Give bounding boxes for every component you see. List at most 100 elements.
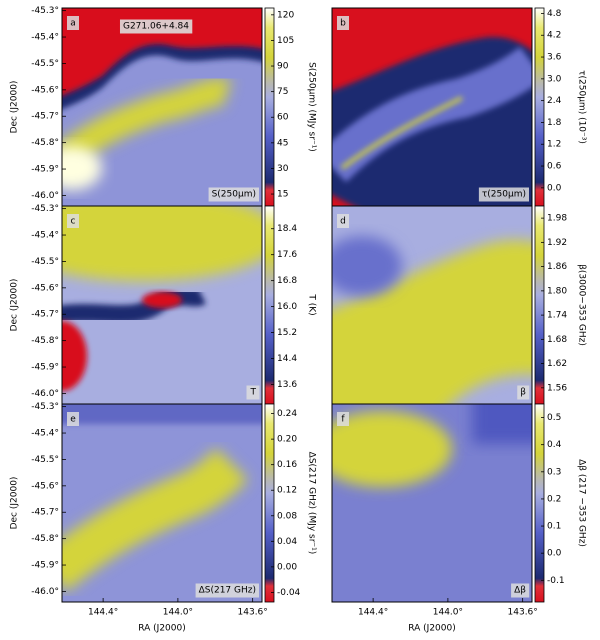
y-tick-label: -45.3°: [31, 6, 59, 16]
y-tick-label: -45.8°: [31, 534, 59, 544]
panel-label: β: [520, 388, 526, 398]
map-inner: [332, 404, 532, 602]
colorbar-tick-label: 3.6: [547, 53, 562, 63]
colorbar-tick-label: 0.5: [547, 413, 561, 423]
colorbar-tick-label: 90: [277, 62, 289, 72]
y-tick-label: -45.6°: [31, 85, 59, 95]
colorbar-tick-label: 1.56: [547, 383, 567, 393]
colorbar-tick-label: 0.08: [277, 511, 297, 521]
x-axis-label: RA (J2000): [408, 624, 456, 634]
colorbar-label: ΔS(217 GHz) (MJy sr⁻¹): [307, 452, 317, 555]
map-region: [332, 411, 452, 487]
y-tick-label: -45.6°: [31, 481, 59, 491]
colorbar-tick-label: 1.74: [547, 311, 567, 321]
panel-letter-box: [337, 214, 349, 228]
y-tick-label: -45.4°: [31, 33, 59, 43]
colorbar-tick-label: 120: [277, 10, 294, 20]
y-tick-label: -45.6°: [31, 283, 59, 293]
panel-label: T: [250, 388, 257, 398]
annotation-box: [119, 19, 193, 34]
x-tick-label: 143.6°: [508, 608, 538, 618]
panel-label-box: [246, 385, 260, 400]
x-axis-label: RA (J2000): [138, 624, 186, 634]
colorbar-tick-label: 45: [277, 138, 288, 148]
colorbar-tick-label: 0.4: [547, 440, 562, 450]
colorbar-tick-label: 75: [277, 87, 288, 97]
panel-letter-box: [337, 16, 349, 30]
colorbar-tick-label: 1.92: [547, 238, 567, 248]
colorbar-label: τ(250μm) (10⁻³): [577, 70, 587, 144]
colorbar-tick-label: 0.0: [547, 183, 562, 193]
y-tick-label: -45.3°: [31, 402, 59, 412]
map-region: [62, 78, 232, 170]
map: [62, 404, 262, 602]
y-tick-label: -45.8°: [31, 138, 59, 148]
panel-letter-box: [67, 16, 79, 30]
colorbar-tick-label: 0.12: [277, 486, 297, 496]
colorbar-tick-label: 2.4: [547, 96, 562, 106]
x-tick-label: 144.0°: [163, 608, 193, 618]
colorbar-tick-label: 1.62: [547, 359, 567, 369]
y-tick-label: -45.3°: [31, 204, 59, 214]
colorbar-label: β(3000−353 GHz): [577, 264, 587, 346]
y-axis-label: Dec (J2000): [10, 279, 20, 332]
colorbar-tick-label: 17.6: [277, 250, 297, 260]
colorbar-tick-label: 15.2: [277, 328, 297, 338]
colorbar: [534, 205, 545, 405]
y-tick-label: -45.9°: [31, 165, 59, 175]
map-inner: [62, 404, 262, 602]
colorbar-tick-label: 0.20: [277, 435, 297, 445]
y-tick-label: -45.5°: [31, 257, 59, 267]
panel-letter: c: [71, 217, 76, 227]
map: [332, 8, 532, 206]
x-tick-label: 144.4°: [88, 608, 118, 618]
map-region: [62, 206, 262, 281]
map-region: [472, 404, 532, 444]
annotation: G271.06+4.84: [123, 22, 189, 32]
colorbar-tick-label: -0.1: [547, 576, 565, 586]
colorbar-tick-label: 13.6: [277, 380, 297, 390]
colorbar-tick-label: 15: [277, 190, 288, 200]
panel-frame: [61, 403, 263, 603]
map-region: [62, 146, 102, 190]
colorbar-tick-label: 1.8: [547, 118, 562, 128]
map-inner: [62, 206, 262, 404]
panel-label: ΔS(217 GHz): [199, 586, 256, 596]
y-tick-label: -46.0°: [31, 191, 59, 201]
colorbar-tick-label: -0.04: [277, 588, 301, 598]
colorbar-tick-label: 0.0: [547, 549, 562, 559]
map-region: [332, 46, 532, 183]
colorbar-tick-label: 0.00: [277, 562, 297, 572]
panel-letter: f: [341, 415, 345, 425]
y-tick-label: -45.7°: [31, 112, 59, 122]
map-inner: [332, 206, 532, 404]
colorbar-tick-label: 18.4: [277, 224, 297, 234]
colorbar-label: Δβ (217 −353 GHz): [577, 459, 587, 547]
colorbar-tick-label: 3.0: [547, 74, 562, 84]
colorbar: [264, 403, 275, 603]
y-tick-label: -46.0°: [31, 587, 59, 597]
map-region: [62, 321, 87, 391]
y-tick-label: -45.9°: [31, 363, 59, 373]
y-tick-label: -45.8°: [31, 336, 59, 346]
colorbar-label: T (K): [307, 293, 317, 315]
panel-letter: a: [70, 19, 76, 29]
y-tick-label: -45.5°: [31, 455, 59, 465]
panel-label: τ(250μm): [482, 190, 526, 200]
y-tick-label: -45.4°: [31, 231, 59, 241]
y-tick-label: -45.5°: [31, 59, 59, 69]
map: [332, 404, 532, 602]
panel-letter-box: [67, 412, 79, 426]
colorbar-tick-label: 14.4: [277, 354, 297, 364]
map-inner: [332, 8, 532, 206]
map-region: [340, 96, 463, 170]
colorbar-tick-label: 1.98: [547, 214, 567, 224]
panel-label-box: [511, 583, 530, 598]
map-region: [142, 292, 182, 308]
colorbar-tick-label: 1.2: [547, 140, 561, 150]
colorbar-tick-label: 0.2: [547, 494, 561, 504]
map: [62, 8, 262, 206]
colorbar-tick-label: 30: [277, 164, 289, 174]
colorbar-label: S(250μm) (MJy sr⁻¹): [307, 62, 317, 152]
